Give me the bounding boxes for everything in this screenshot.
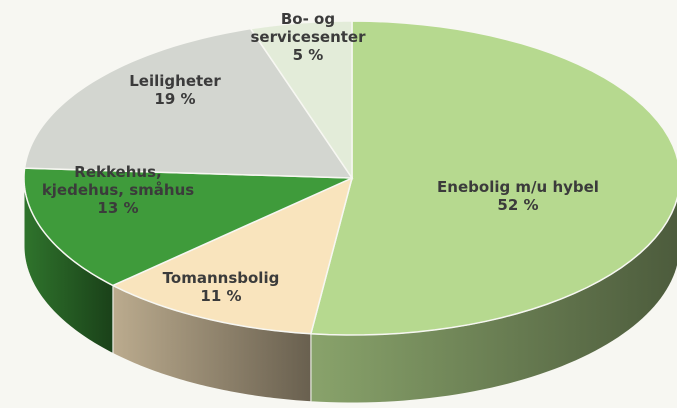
slice [23,167,353,287]
slice-label: Bo- og servicesenter [250,10,366,46]
slice [111,176,354,335]
slice [23,27,354,179]
slice-value-label: 52 % [497,196,538,214]
slice-label: Tomannsbolig [163,269,280,287]
slice-label: Rekkehus, kjedehus, småhus [42,163,194,199]
slice-label: Leiligheter [129,72,221,90]
slice [309,20,677,336]
slice-label: Enebolig m/u hybel [437,178,599,196]
slice-value-label: 19 % [154,90,195,108]
slice-value-label: 11 % [200,287,241,305]
slice [249,20,353,181]
slice-value-label: 5 % [293,46,324,64]
slice-value-label: 13 % [97,199,138,217]
